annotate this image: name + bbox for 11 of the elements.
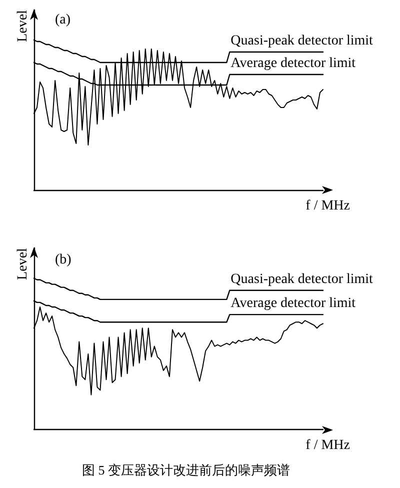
y-axis-title: Level — [16, 10, 30, 42]
y-axis-title: Level — [16, 248, 30, 280]
x-axis-title: f / MHz — [306, 198, 350, 214]
series-label: Quasi-peak detector limit — [230, 272, 374, 287]
series-label: Quasi-peak detector limit — [230, 34, 374, 48]
chart-title: (b) — [55, 252, 72, 268]
chart-title: (a) — [55, 12, 71, 28]
x-axis-title: f / MHz — [306, 438, 350, 453]
series-label: Average detector limit — [230, 296, 356, 312]
caption: 图 5 变压器设计改进前后的噪声频谱 — [82, 462, 290, 478]
series-label: Average detector limit — [230, 56, 356, 71]
